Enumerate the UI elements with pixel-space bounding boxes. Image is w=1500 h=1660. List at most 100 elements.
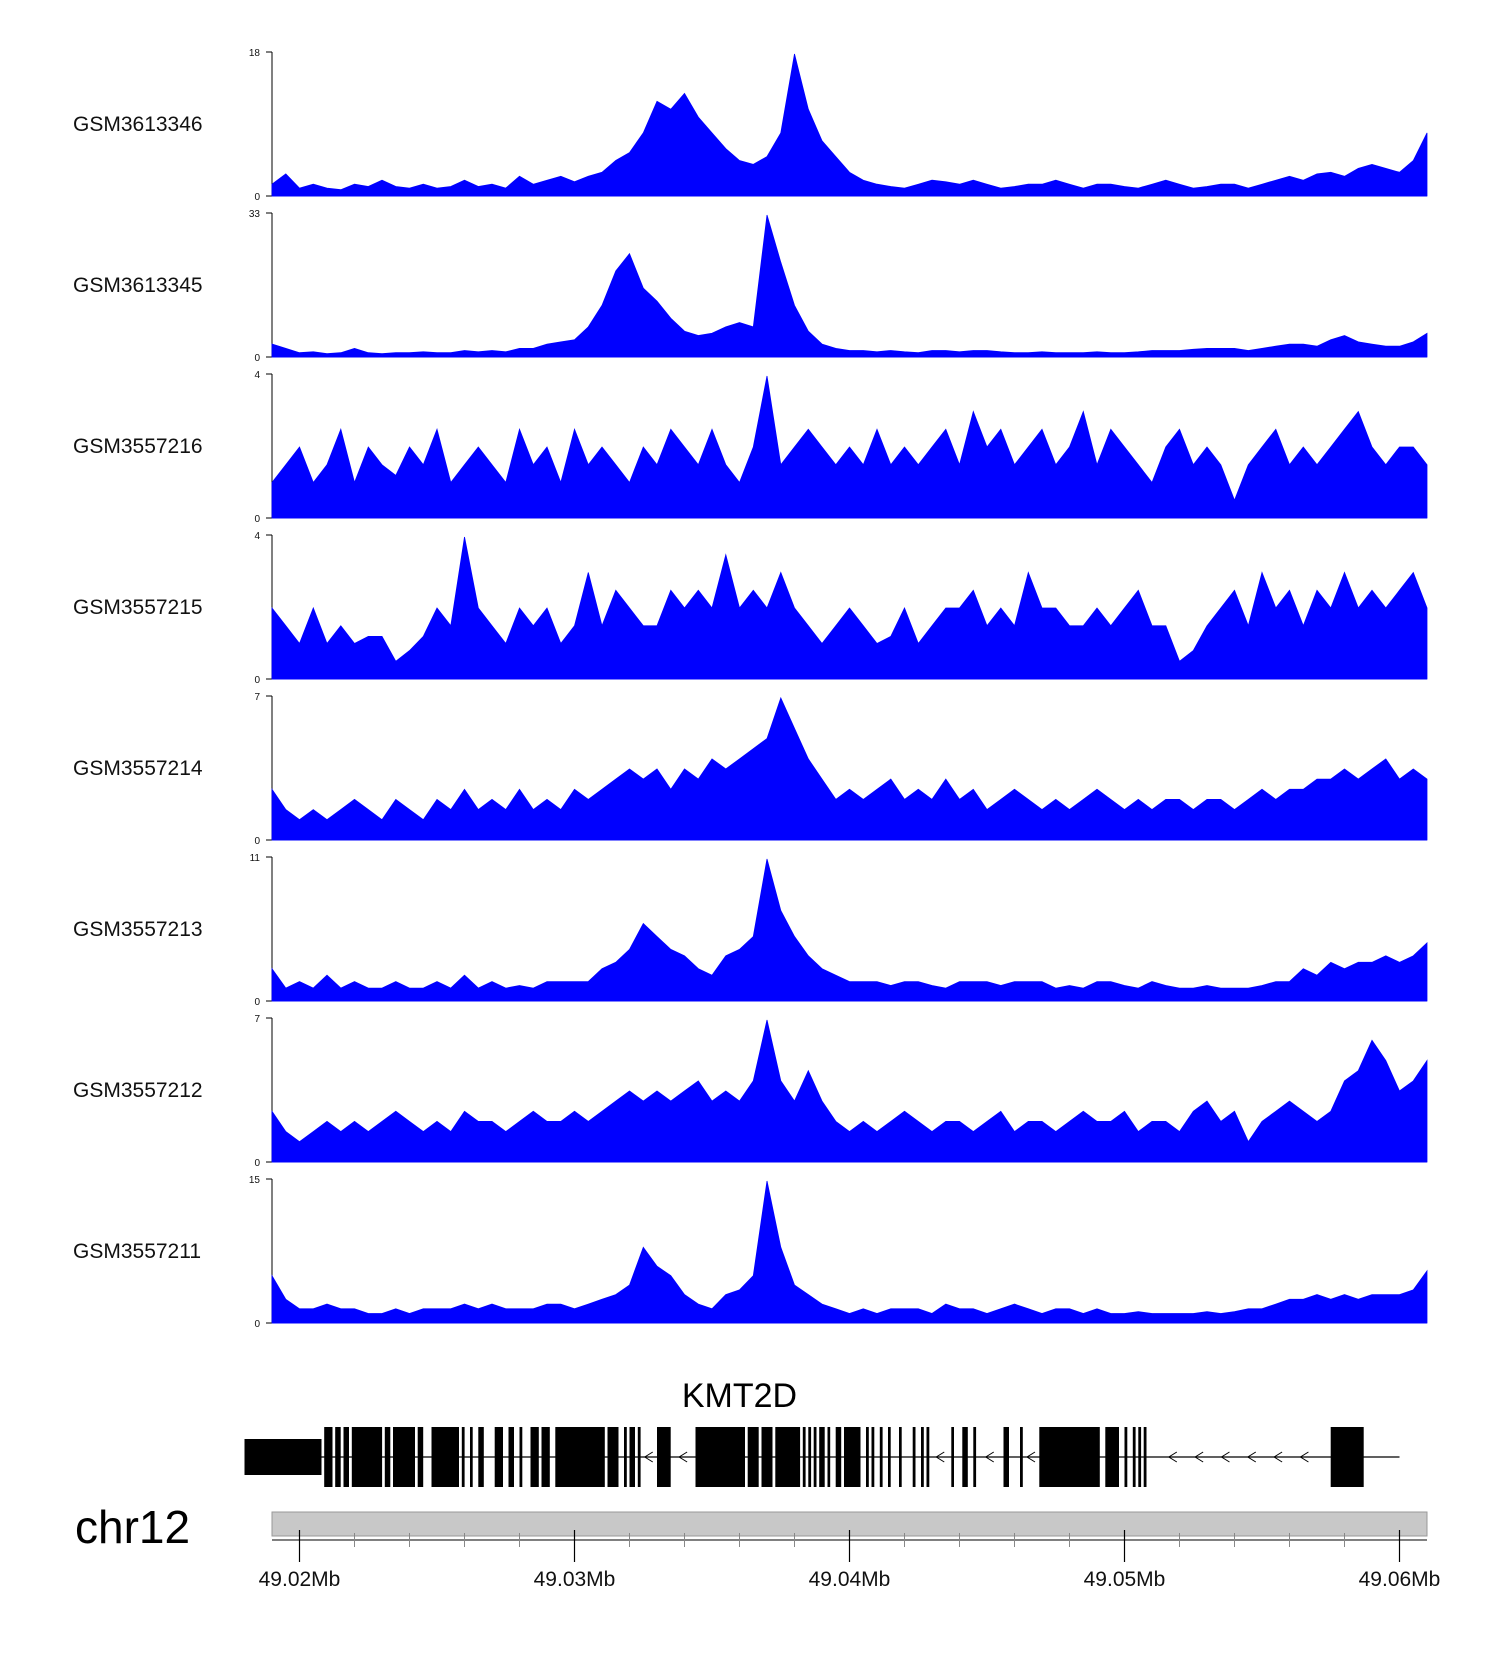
exon [951,1427,954,1487]
exon [835,1427,842,1487]
exon [508,1427,514,1487]
exon [827,1427,831,1487]
strand-arrow-icon [1246,1451,1257,1463]
coverage-tracks: GSM3613346180GSM3613345330GSM355721640GS… [73,48,1428,1330]
exon [629,1427,635,1487]
coverage-track: GSM3557216 4 0 [73,370,1428,525]
strand-arrow-icon [1220,1451,1230,1463]
track-label: GSM3557215 [73,596,203,619]
strand-arrow-icon [984,1451,995,1463]
exon [879,1427,883,1487]
y-min-label: 0 [254,997,260,1008]
coverage-track: GSM3613345 33 0 [73,209,1428,364]
chromosome-label: chr12 [75,1501,190,1553]
exon [431,1427,459,1487]
exon [607,1427,619,1487]
tick-label: 49.02Mb [259,1568,341,1591]
gene-name: KMT2D [682,1377,797,1415]
exon [657,1427,671,1487]
exon [351,1427,383,1487]
coverage-area [271,858,1428,1002]
coverage-track: GSM3557213 11 0 [73,853,1428,1008]
exon [899,1427,902,1487]
strand-arrow-icon [1026,1451,1036,1463]
strand-arrow-icon [678,1451,688,1463]
exon [819,1427,825,1487]
strand-arrow-icon [1167,1451,1178,1463]
strand-arrow-icon [1273,1451,1283,1463]
coverage-area [271,696,1428,841]
y-max-label: 4 [254,370,260,381]
y-min-label: 0 [254,1158,260,1169]
y-min-label: 0 [254,192,260,203]
y-min-label: 0 [254,836,260,847]
exon [494,1427,503,1487]
exon [1020,1427,1023,1487]
y-min-label: 0 [254,675,260,686]
y-max-label: 15 [249,1175,261,1186]
exon [844,1427,861,1487]
exon [637,1427,641,1487]
track-label: GSM3613346 [73,113,203,136]
exon [921,1427,924,1487]
exon [624,1427,627,1487]
tick-label: 49.04Mb [809,1568,891,1591]
exon [530,1427,539,1487]
tick-label: 49.06Mb [1359,1568,1441,1591]
exon [478,1427,484,1487]
coverage-area [271,214,1428,358]
genome-axis: chr12 49.02Mb 49.03Mb 49.04Mb 49.05Mb 49.06Mb [75,1501,1440,1591]
exon [761,1427,773,1487]
track-label: GSM3557211 [73,1240,201,1263]
coverage-area [271,1019,1428,1163]
exon [1143,1427,1147,1487]
exon [871,1427,875,1487]
exon [926,1427,930,1487]
exon [519,1427,523,1487]
track-label: GSM3557213 [73,918,203,941]
exon [1039,1427,1100,1487]
track-label: GSM3557214 [73,757,203,780]
tick-label: 49.05Mb [1084,1568,1166,1591]
exon [244,1439,322,1475]
y-max-label: 18 [249,48,261,59]
exon [1003,1427,1009,1487]
coverage-track: GSM3613346 18 0 [73,48,1428,203]
y-max-label: 33 [249,209,261,220]
exon [888,1427,891,1487]
exon [555,1427,605,1487]
y-max-label: 7 [254,1014,260,1025]
exon [1132,1427,1136,1487]
exon [866,1427,869,1487]
exon [417,1427,424,1487]
exon [393,1427,415,1487]
y-max-label: 7 [254,692,260,703]
coverage-track: GSM3557211 15 0 [73,1175,1428,1330]
coverage-area [271,1180,1428,1324]
coverage-area [271,536,1428,680]
exon [384,1427,391,1487]
strand-arrow-icon [1299,1451,1309,1463]
exon [1105,1427,1119,1487]
coverage-track: GSM3557214 7 0 [73,692,1428,847]
strand-arrow-icon [643,1451,654,1463]
exon [775,1427,801,1487]
exon [343,1427,349,1487]
y-min-label: 0 [254,353,260,364]
exon [973,1427,977,1487]
exon [335,1427,341,1487]
coverage-area [271,53,1428,197]
coverage-track: GSM3557212 7 0 [73,1014,1428,1169]
strand-arrow-icon [935,1451,945,1463]
tick-label: 49.03Mb [534,1568,616,1591]
exon [1138,1427,1142,1487]
exon [1124,1427,1128,1487]
exon [808,1427,812,1487]
coverage-track: GSM3557215 4 0 [73,531,1428,686]
exon [461,1427,465,1487]
exon [802,1427,806,1487]
exon [747,1427,759,1487]
exon [541,1427,550,1487]
exon [324,1427,333,1487]
y-min-label: 0 [254,514,260,525]
